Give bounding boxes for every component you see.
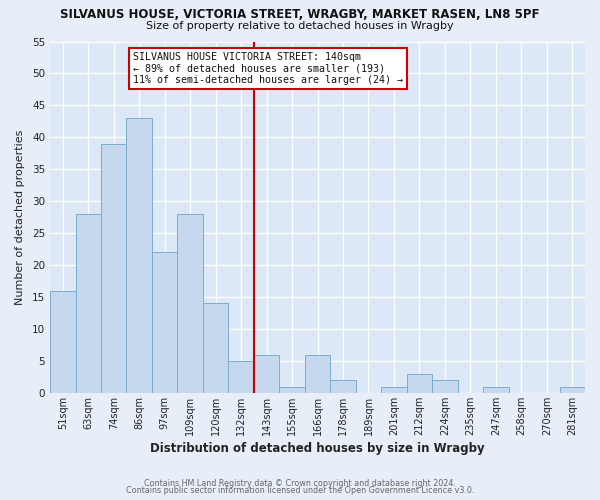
Text: Size of property relative to detached houses in Wragby: Size of property relative to detached ho…	[146, 21, 454, 31]
Bar	[330, 380, 356, 393]
Bar	[381, 386, 407, 393]
Bar	[280, 386, 305, 393]
Bar	[178, 214, 203, 393]
Bar	[560, 386, 585, 393]
Bar	[229, 361, 254, 393]
Y-axis label: Number of detached properties: Number of detached properties	[15, 130, 25, 305]
Bar	[203, 304, 229, 393]
Bar	[254, 354, 280, 393]
Bar	[152, 252, 178, 393]
Bar	[483, 386, 509, 393]
Bar	[305, 354, 330, 393]
Text: Contains public sector information licensed under the Open Government Licence v3: Contains public sector information licen…	[126, 486, 474, 495]
Text: Contains HM Land Registry data © Crown copyright and database right 2024.: Contains HM Land Registry data © Crown c…	[144, 478, 456, 488]
Bar	[127, 118, 152, 393]
Bar	[50, 290, 76, 393]
Bar	[407, 374, 432, 393]
Bar	[101, 144, 127, 393]
Text: SILVANUS HOUSE, VICTORIA STREET, WRAGBY, MARKET RASEN, LN8 5PF: SILVANUS HOUSE, VICTORIA STREET, WRAGBY,…	[60, 8, 540, 20]
Bar	[76, 214, 101, 393]
Text: SILVANUS HOUSE VICTORIA STREET: 140sqm
← 89% of detached houses are smaller (193: SILVANUS HOUSE VICTORIA STREET: 140sqm ←…	[133, 52, 403, 85]
X-axis label: Distribution of detached houses by size in Wragby: Distribution of detached houses by size …	[150, 442, 485, 455]
Bar	[432, 380, 458, 393]
